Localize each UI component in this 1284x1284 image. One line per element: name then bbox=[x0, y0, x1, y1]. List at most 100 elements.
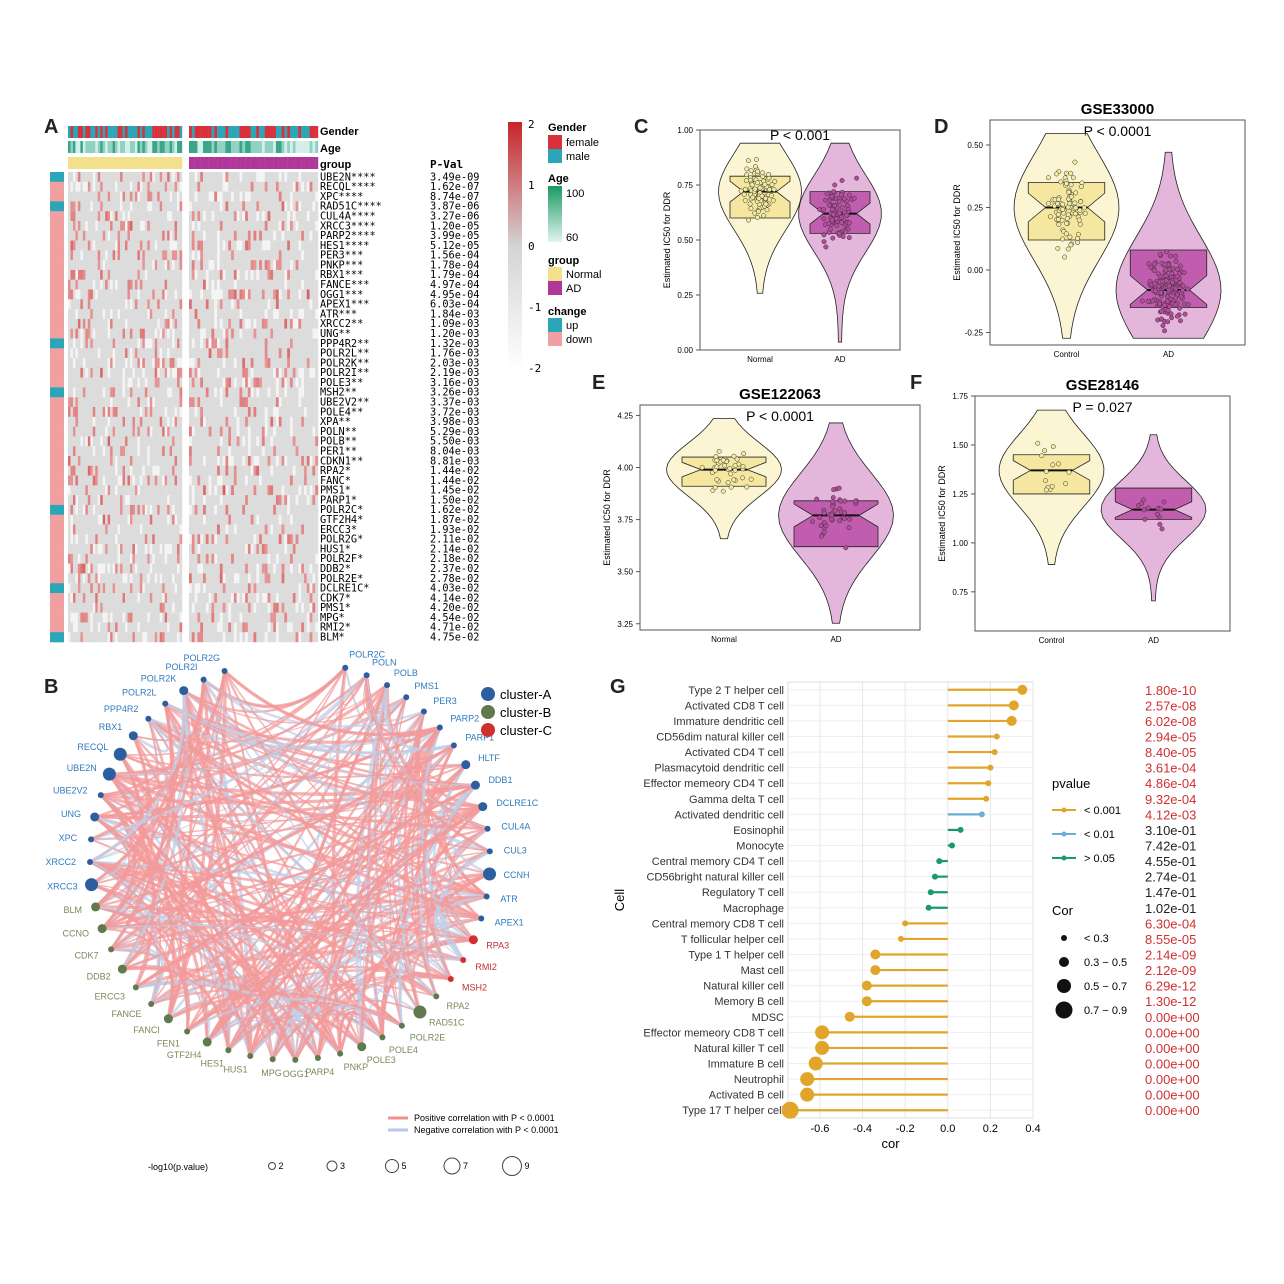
heatmap-cell bbox=[191, 289, 195, 300]
heatmap-cell bbox=[228, 593, 232, 604]
heatmap-cell bbox=[172, 602, 175, 613]
heatmap-cell bbox=[214, 279, 218, 290]
heatmap-cell bbox=[129, 191, 133, 202]
heatmap-cell bbox=[211, 172, 215, 182]
gene-label: POLR2I** bbox=[320, 367, 369, 379]
heatmap-cell bbox=[267, 181, 271, 192]
heatmap-cell bbox=[132, 279, 136, 290]
heatmap-cell bbox=[177, 465, 180, 476]
heatmap-cell bbox=[203, 230, 207, 241]
heatmap-cell bbox=[164, 269, 168, 280]
change-strip-cell bbox=[50, 367, 64, 378]
heatmap-cell bbox=[70, 544, 74, 555]
gene-pval: 4.71e-02 bbox=[430, 622, 479, 634]
heatmap-cell bbox=[129, 407, 133, 417]
heatmap-cell bbox=[112, 348, 116, 359]
heatmap-cell bbox=[82, 358, 86, 369]
heatmap-cell bbox=[142, 485, 146, 496]
heatmap-cell bbox=[112, 446, 116, 457]
heatmap-cell bbox=[245, 495, 249, 506]
heatmap-cell bbox=[211, 397, 215, 408]
heatmap-cell bbox=[72, 504, 76, 515]
heatmap-cell bbox=[85, 348, 89, 359]
heatmap-cell bbox=[247, 250, 251, 261]
heatmap-cell bbox=[137, 436, 141, 447]
heatmap-cell bbox=[208, 328, 212, 339]
heatmap-cell bbox=[233, 426, 237, 437]
heatmap-cell bbox=[68, 230, 71, 241]
heatmap-cell bbox=[292, 348, 296, 359]
heatmap-cell bbox=[110, 269, 113, 280]
heatmap-cell bbox=[214, 201, 218, 212]
heatmap-cell bbox=[259, 622, 263, 633]
gender-cell bbox=[242, 126, 246, 138]
heatmap-cell bbox=[295, 220, 299, 231]
gender-cell bbox=[261, 126, 265, 138]
heatmap-cell bbox=[132, 485, 136, 496]
heatmap-cell bbox=[97, 436, 101, 447]
heatmap-cell bbox=[117, 544, 121, 555]
heatmap-cell bbox=[312, 377, 316, 388]
heatmap-cell bbox=[77, 250, 81, 261]
heatmap-cell bbox=[191, 397, 195, 408]
heatmap-cell bbox=[250, 573, 254, 584]
heatmap-cell bbox=[147, 181, 150, 192]
legend-female-swatch bbox=[548, 135, 562, 149]
heatmap-cell bbox=[105, 622, 108, 633]
heatmap-cell bbox=[303, 250, 307, 261]
heatmap-cell bbox=[309, 181, 313, 192]
heatmap-cell bbox=[87, 534, 91, 545]
gender-cell bbox=[159, 126, 163, 138]
heatmap-cell bbox=[110, 309, 113, 320]
age-cell bbox=[284, 141, 288, 153]
change-strip-cell bbox=[50, 446, 64, 457]
heatmap-cell bbox=[197, 328, 201, 339]
heatmap-cell bbox=[295, 191, 299, 202]
heatmap-cell bbox=[107, 211, 111, 222]
heatmap-cell bbox=[125, 563, 128, 574]
heatmap-cell bbox=[194, 514, 198, 525]
heatmap-cell bbox=[174, 230, 178, 241]
heatmap-cell bbox=[205, 622, 209, 633]
heatmap-cell bbox=[144, 407, 148, 417]
heatmap-cell bbox=[315, 485, 319, 496]
heatmap-cell bbox=[95, 387, 98, 398]
heatmap-cell bbox=[174, 358, 178, 369]
group-cell bbox=[303, 157, 307, 169]
gender-cell bbox=[147, 126, 150, 138]
gene-label: PER3*** bbox=[320, 250, 363, 262]
heatmap-cell bbox=[197, 622, 201, 633]
heatmap-cell bbox=[102, 524, 106, 535]
heatmap-cell bbox=[142, 240, 146, 251]
heatmap-cell bbox=[303, 553, 307, 564]
gender-cell bbox=[117, 126, 121, 138]
heatmap-cell bbox=[281, 260, 285, 271]
heatmap-cell bbox=[117, 504, 121, 515]
heatmap-cell bbox=[284, 172, 288, 182]
heatmap-cell bbox=[194, 309, 198, 320]
heatmap-cell bbox=[278, 279, 282, 290]
heatmap-cell bbox=[217, 172, 221, 182]
heatmap-cell bbox=[120, 377, 123, 388]
gene-label: POLN** bbox=[320, 426, 357, 438]
anno-label-age: Age bbox=[320, 143, 341, 155]
heatmap-cell bbox=[167, 534, 170, 545]
heatmap-cell bbox=[197, 250, 201, 261]
heatmap-cell bbox=[200, 279, 204, 290]
heatmap-cell bbox=[189, 338, 193, 349]
heatmap-cell bbox=[154, 573, 158, 584]
gender-cell bbox=[102, 126, 106, 138]
heatmap-cell bbox=[115, 455, 118, 466]
heatmap-cell bbox=[72, 191, 76, 202]
heatmap-cell bbox=[267, 514, 271, 525]
heatmap-cell bbox=[228, 289, 232, 300]
heatmap-cell bbox=[125, 397, 128, 408]
heatmap-cell bbox=[90, 553, 93, 564]
heatmap-cell bbox=[142, 563, 146, 574]
heatmap-cell bbox=[179, 593, 183, 604]
heatmap-cell bbox=[298, 495, 302, 506]
heatmap-cell bbox=[309, 426, 313, 437]
heatmap-cell bbox=[261, 377, 265, 388]
heatmap-cell bbox=[273, 485, 277, 496]
heatmap-cell bbox=[247, 358, 251, 369]
